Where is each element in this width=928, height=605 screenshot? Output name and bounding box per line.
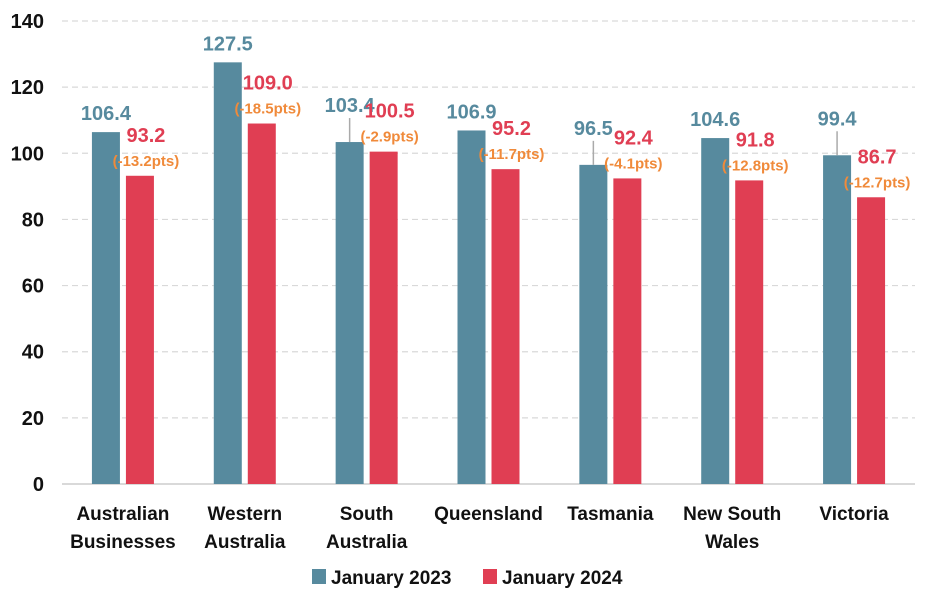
data-label-2023: 104.6 bbox=[690, 109, 740, 131]
y-tick-label: 140 bbox=[11, 11, 44, 33]
y-axis: 0 20 40 60 80 100 120 140 bbox=[11, 11, 44, 496]
data-label-2023: 103.4 bbox=[325, 95, 376, 117]
y-tick-label: 120 bbox=[11, 77, 44, 99]
data-label-2023: 106.4 bbox=[81, 103, 132, 125]
category-label: Australia bbox=[326, 532, 408, 553]
category-label: Western bbox=[207, 504, 282, 525]
data-label-2024: 95.2 bbox=[492, 118, 531, 140]
data-label-2024: 109.0 bbox=[243, 73, 293, 95]
change-annotation: (-2.9pts) bbox=[360, 129, 418, 146]
bar-jan-2024 bbox=[247, 123, 276, 485]
legend-swatch bbox=[312, 569, 326, 584]
y-tick-label: 0 bbox=[33, 474, 44, 496]
bar-jan-2024 bbox=[857, 197, 886, 484]
bars bbox=[91, 62, 886, 485]
data-labels: 106.493.2 (-13.2pts) 127.5 109.0 (-18.5pts) 1… bbox=[81, 33, 911, 191]
category-label: Australian bbox=[76, 504, 169, 525]
bar-jan-2023 bbox=[91, 132, 120, 484]
bar-jan-2023 bbox=[213, 62, 242, 484]
change-annotation: (-18.5pts) bbox=[234, 101, 301, 118]
data-label-2023: 106.9 bbox=[446, 101, 496, 123]
category-label: Wales bbox=[705, 532, 759, 553]
bar-jan-2023 bbox=[335, 142, 364, 484]
category-label: Australia bbox=[204, 532, 286, 553]
category-label: Victoria bbox=[819, 504, 889, 525]
change-annotation: (-13.2pts) bbox=[113, 153, 180, 170]
data-label-2024: 91.8 bbox=[736, 129, 775, 151]
bar-jan-2023 bbox=[823, 155, 852, 484]
y-tick-label: 80 bbox=[22, 209, 44, 231]
bar-jan-2023 bbox=[701, 138, 730, 484]
category-label: New South bbox=[683, 504, 781, 525]
change-annotation: (-12.8pts) bbox=[722, 157, 789, 174]
legend-label: January 2024 bbox=[502, 568, 623, 589]
change-annotation: (-12.7pts) bbox=[844, 174, 911, 191]
legend: January 2023 January 2024 bbox=[312, 568, 623, 589]
y-tick-label: 40 bbox=[22, 342, 44, 364]
legend-label: January 2023 bbox=[331, 568, 451, 589]
data-label-2024: 93.2 bbox=[126, 125, 165, 147]
category-label: Businesses bbox=[70, 532, 176, 553]
category-label: Tasmania bbox=[567, 504, 654, 525]
category-label: Queensland bbox=[434, 504, 543, 525]
gridlines bbox=[62, 20, 915, 485]
bar-jan-2023 bbox=[457, 130, 486, 484]
change-annotation: (-11.7pts) bbox=[479, 146, 545, 163]
change-annotation: (-4.1pts) bbox=[604, 155, 662, 172]
category-label: South bbox=[340, 504, 394, 525]
legend-swatch bbox=[483, 569, 497, 584]
data-label-2024: 86.7 bbox=[858, 146, 897, 168]
bar-jan-2024 bbox=[491, 169, 520, 484]
bar-jan-2024 bbox=[613, 178, 642, 485]
y-tick-label: 100 bbox=[11, 143, 44, 165]
data-label-2024: 92.4 bbox=[614, 127, 654, 149]
bar-jan-2024 bbox=[369, 151, 398, 484]
bar-jan-2023 bbox=[579, 164, 608, 484]
x-axis: Australian Businesses Western Australia Sout… bbox=[70, 504, 889, 553]
data-label-2023: 99.4 bbox=[818, 108, 858, 130]
y-tick-label: 60 bbox=[22, 276, 44, 298]
data-label-2024: 100.5 bbox=[365, 101, 415, 123]
data-label-2023: 127.5 bbox=[203, 33, 253, 55]
data-label-2023: 96.5 bbox=[574, 118, 613, 140]
bar-jan-2024 bbox=[735, 180, 764, 484]
y-tick-label: 20 bbox=[22, 408, 44, 430]
bar-jan-2024 bbox=[125, 175, 154, 484]
